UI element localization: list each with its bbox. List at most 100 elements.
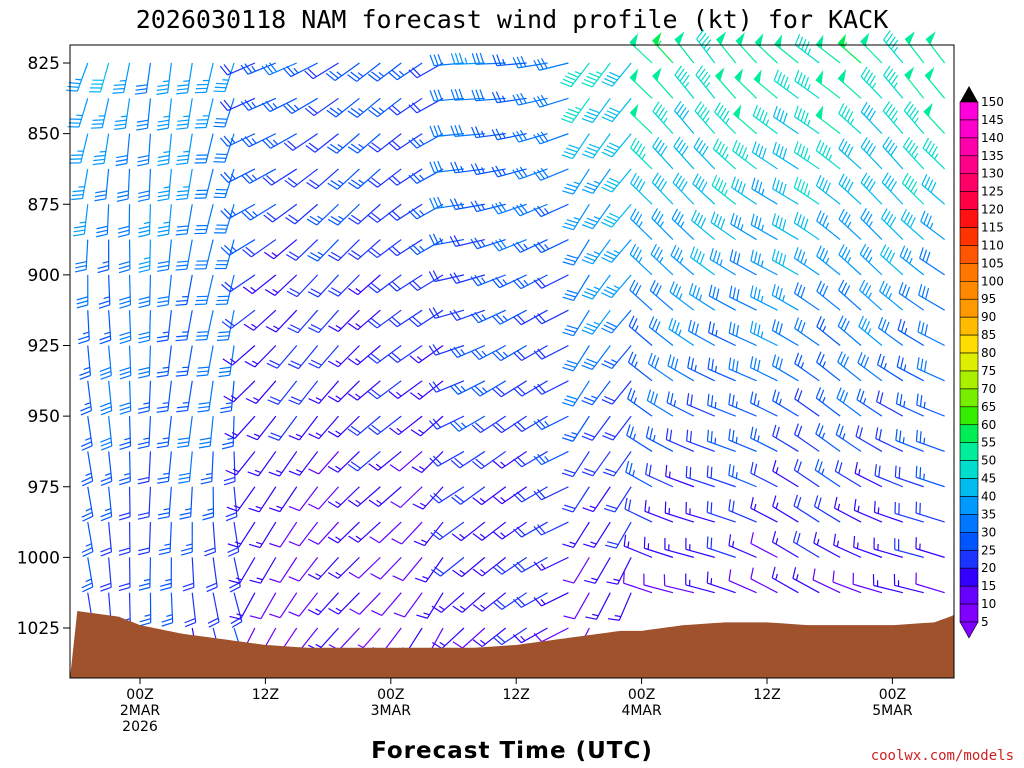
wind-barb (629, 208, 653, 240)
colorbar-tick-label: 95 (981, 292, 996, 306)
wind-barb (607, 592, 632, 621)
wind-barb (895, 429, 924, 452)
wind-barb (876, 353, 904, 382)
wind-barb (228, 557, 256, 584)
wind-barb (197, 380, 214, 413)
wind-barb (915, 572, 945, 594)
wind-barb (450, 415, 486, 432)
wind-barb (533, 486, 569, 501)
wind-barb (451, 521, 486, 542)
wind-barb (176, 62, 193, 95)
wind-barb (202, 486, 215, 521)
wind-barb (673, 136, 695, 170)
wind-barb (794, 423, 820, 452)
wind-barb (873, 537, 904, 558)
wind-barb (428, 307, 465, 319)
wind-barb (728, 534, 757, 558)
wind-barb (267, 380, 298, 405)
wind-barb (751, 141, 778, 170)
wind-barb (491, 309, 527, 325)
wind-barb (771, 319, 799, 347)
colorbar-band (959, 567, 979, 587)
wind-barb (216, 310, 235, 342)
wind-barb (100, 451, 113, 486)
wind-barb (492, 344, 527, 362)
wind-barb (606, 557, 632, 585)
wind-barb (685, 573, 715, 594)
wind-barb (629, 33, 653, 64)
wind-barb (428, 233, 465, 246)
wind-barb (860, 208, 883, 240)
colorbar-tick-label: 150 (981, 95, 1004, 109)
wind-barb (92, 133, 110, 166)
wind-barb (308, 486, 339, 510)
wind-barb (285, 239, 319, 261)
wind-barb (81, 521, 94, 557)
wind-barb (919, 247, 945, 276)
wind-barb (204, 522, 216, 557)
wind-barb (80, 416, 93, 451)
wind-barb (732, 104, 757, 135)
wind-barb (560, 97, 590, 124)
wind-barb (773, 69, 799, 99)
wind-barb (449, 235, 485, 247)
wind-barb (73, 204, 89, 237)
speed-colorbar: 1501451401351301251201151101051009590858… (959, 86, 1004, 639)
wind-barb (581, 345, 611, 371)
wind-barb (450, 124, 485, 137)
wind-barb (428, 344, 465, 356)
colorbar-band (959, 209, 979, 228)
colorbar-tick-label: 110 (981, 238, 1004, 252)
wind-barb (860, 32, 883, 64)
wind-barb (651, 172, 674, 205)
wind-barb (449, 309, 486, 321)
wind-barb (857, 352, 883, 382)
wind-barb (860, 137, 883, 170)
colorbar-tick-label: 140 (981, 131, 1004, 145)
y-tick-label: 900 (28, 266, 60, 286)
wind-barb (160, 557, 172, 591)
wind-barb (728, 569, 757, 594)
wind-barb (288, 521, 319, 547)
wind-barb (893, 574, 924, 594)
wind-barb (815, 105, 841, 135)
wind-barb (194, 204, 214, 235)
wind-barb (97, 239, 110, 274)
wind-barb (81, 557, 94, 593)
wind-barb (175, 204, 193, 236)
wind-barb (288, 557, 319, 582)
wind-barb (266, 345, 298, 369)
wind-barb (815, 70, 841, 99)
wind-barb (581, 97, 611, 124)
wind-barb (750, 496, 778, 523)
colorbar-tick-label: 115 (981, 221, 1004, 235)
y-tick-label: 925 (28, 337, 60, 357)
wind-barb (645, 463, 674, 488)
wind-barb (924, 67, 946, 99)
wind-barb (327, 486, 360, 509)
wind-barb (157, 204, 172, 237)
wind-barb (263, 203, 298, 223)
wind-barb (533, 344, 569, 360)
wind-barb (749, 320, 778, 347)
wind-barb (156, 98, 172, 131)
colorbar-band (959, 370, 979, 390)
wind-barb (214, 204, 235, 234)
wind-barb (562, 203, 590, 231)
wind-barb (388, 203, 423, 221)
colorbar-tick-label: 125 (981, 185, 1004, 199)
wind-barb (449, 344, 486, 359)
colorbar-tick-label: 50 (981, 454, 996, 468)
wind-barb (349, 592, 381, 615)
wind-barb (533, 203, 569, 218)
wind-barb (898, 282, 925, 311)
wind-barb (246, 415, 277, 441)
wind-barb (561, 451, 590, 478)
wind-barb (512, 592, 548, 608)
wind-barb (729, 249, 757, 276)
colorbar-tick-label: 85 (981, 328, 996, 342)
colorbar-tick-label: 130 (981, 167, 1004, 181)
wind-barb (194, 62, 214, 94)
wind-barb (119, 310, 132, 345)
wind-barb (327, 203, 360, 226)
